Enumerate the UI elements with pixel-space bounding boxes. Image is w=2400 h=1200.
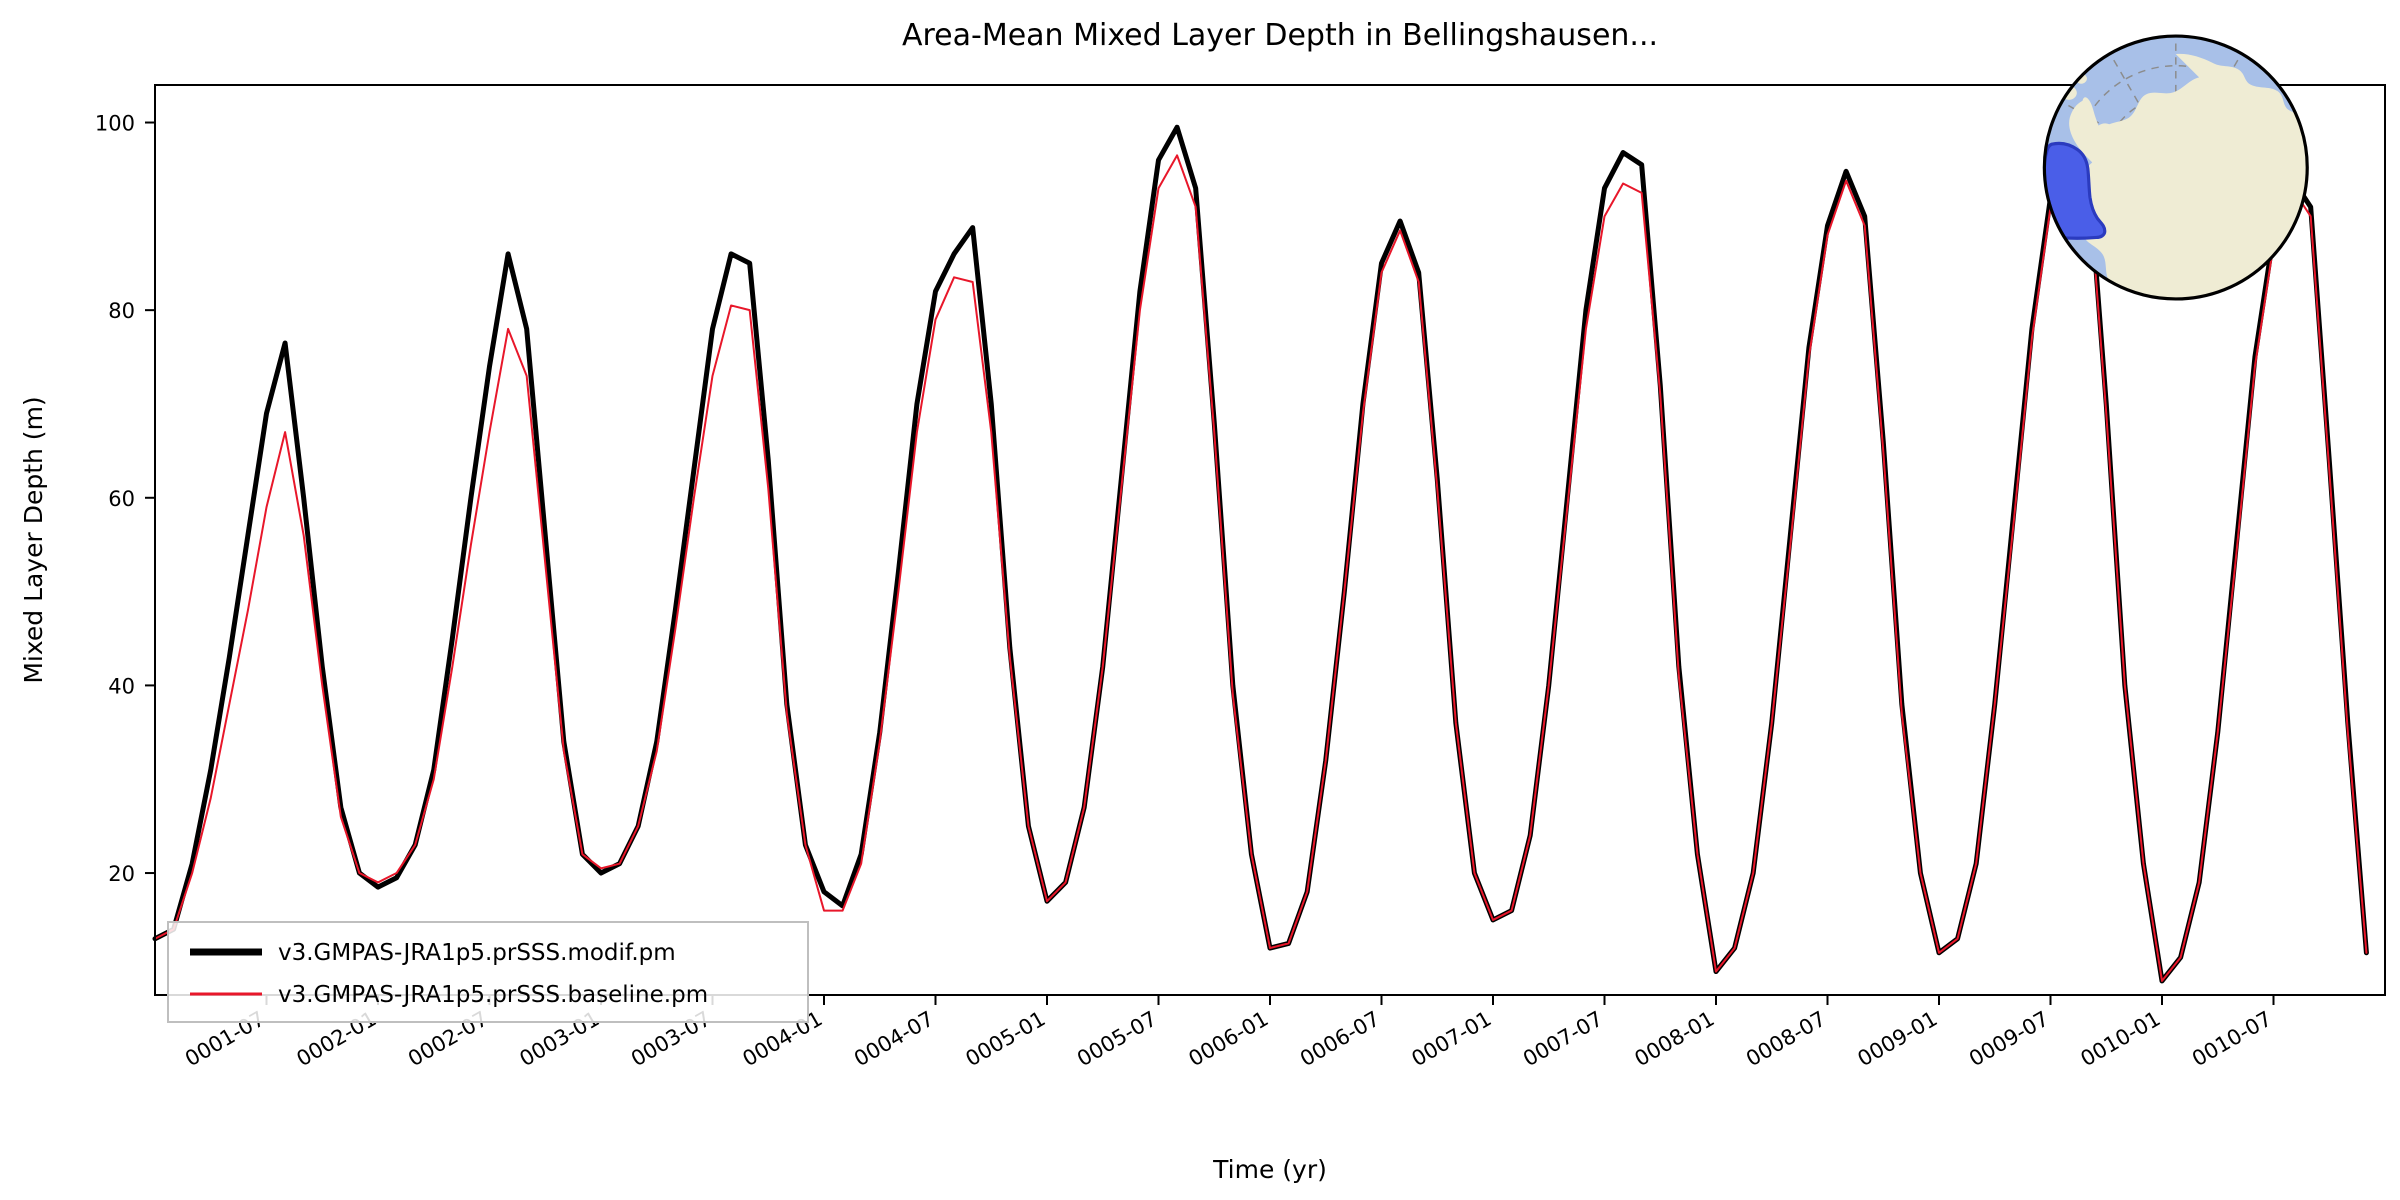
- series-line: [154, 154, 2368, 982]
- x-tick-label: 0009-07: [1965, 1007, 2053, 1072]
- y-axis-label: Mixed Layer Depth (m): [19, 396, 48, 683]
- y-tick-label: 60: [108, 487, 135, 511]
- data-series-group: [152, 124, 2369, 984]
- x-tick-label: 0006-07: [1296, 1007, 1384, 1072]
- y-tick-label: 20: [108, 862, 135, 886]
- y-tick-label: 80: [108, 299, 135, 323]
- x-tick-label: 0007-07: [1519, 1007, 1607, 1072]
- x-axis-label: Time (yr): [1212, 1155, 1327, 1184]
- x-tick-label: 0010-07: [2188, 1007, 2276, 1072]
- ross-ice-shelf: [2126, 278, 2209, 299]
- x-tick-label: 0008-01: [1631, 1007, 1719, 1072]
- legend-label-modif: v3.GMPAS-JRA1p5.prSSS.modif.pm: [278, 940, 676, 966]
- antarctic-peninsula: [2069, 97, 2149, 189]
- weddell-sea-embayment: [2131, 135, 2185, 178]
- y-tick-label: 40: [108, 674, 135, 698]
- x-tick-label: 0008-07: [1742, 1007, 1830, 1072]
- plot-area-background: [155, 85, 2385, 995]
- y-axis-ticks: 20 40 60 80 100: [95, 112, 155, 886]
- chart-legend[interactable]: v3.GMPAS-JRA1p5.prSSS.modif.pm v3.GMPAS-…: [167, 921, 809, 1023]
- legend-background: [167, 921, 809, 1023]
- x-tick-label: 0007-01: [1408, 1007, 1496, 1072]
- x-tick-label: 0006-01: [1185, 1007, 1273, 1072]
- bellingshausen-highlight-region: [2044, 141, 2107, 240]
- globe-outline: [2042, 34, 2309, 301]
- legend-label-baseline: v3.GMPAS-JRA1p5.prSSS.baseline.pm: [278, 982, 708, 1008]
- peninsula-islands: [2059, 72, 2116, 143]
- chart-title: Area-Mean Mixed Layer Depth in Bellingsh…: [902, 18, 1658, 53]
- x-tick-label: 0009-01: [1854, 1007, 1942, 1072]
- y-tick-label: 100: [95, 112, 135, 136]
- x-tick-label: 0010-01: [2077, 1007, 2165, 1072]
- x-tick-label: 0005-07: [1073, 1007, 1161, 1072]
- x-tick-label: 0004-07: [850, 1007, 938, 1072]
- axes-spines: [154, 84, 2386, 996]
- x-tick-label: 0005-01: [962, 1007, 1050, 1072]
